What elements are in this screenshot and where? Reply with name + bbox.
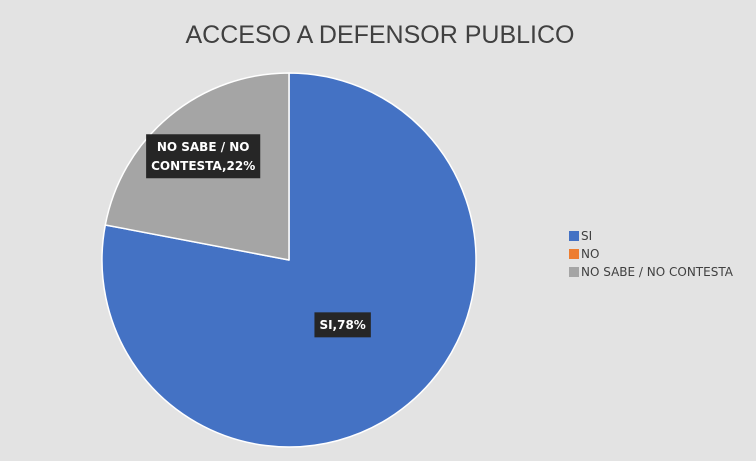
legend-label: NO SABE / NO CONTESTA xyxy=(581,265,734,279)
legend-swatch xyxy=(569,267,579,277)
data-label-text: CONTESTA,22% xyxy=(151,159,255,173)
data-label-box xyxy=(314,312,371,338)
chart-title: ACCESO A DEFENSOR PUBLICO xyxy=(186,21,575,49)
data-label-box xyxy=(146,134,261,179)
legend-item-si: SI xyxy=(569,229,592,243)
data-label-text: NO SABE / NO xyxy=(157,140,250,154)
data-label: NO SABE / NO CONTESTA,22% xyxy=(146,134,261,179)
legend: SI NO NO SABE / NO CONTESTA xyxy=(569,229,734,279)
legend-swatch xyxy=(569,231,579,241)
pie-slices xyxy=(101,72,477,448)
legend-item-no-sabe-no-contesta: NO SABE / NO CONTESTA xyxy=(569,265,734,279)
legend-item-no: NO xyxy=(569,247,599,261)
data-label-text: SI,78% xyxy=(319,318,365,332)
data-label: SI,78% xyxy=(314,312,371,338)
legend-label: NO xyxy=(581,247,599,261)
legend-label: SI xyxy=(581,229,592,243)
data-labels: SI,78% NO SABE / NO CONTESTA,22% xyxy=(146,134,371,338)
legend-swatch xyxy=(569,249,579,259)
